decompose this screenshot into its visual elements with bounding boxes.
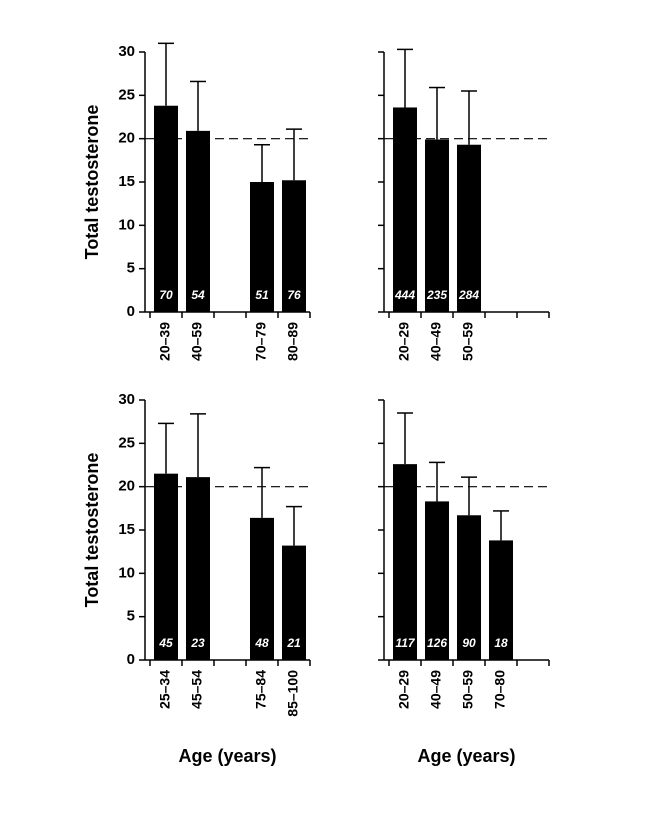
x-tick-label: 40–49 bbox=[428, 670, 444, 709]
x-tick-label: 45–54 bbox=[189, 670, 205, 709]
bar bbox=[425, 501, 449, 660]
y-tick-label: 15 bbox=[118, 173, 135, 190]
x-tick-label: 40–59 bbox=[189, 322, 205, 361]
x-tick-label: 75–84 bbox=[253, 670, 269, 709]
y-axis-label: Total testosterone bbox=[82, 453, 102, 608]
y-tick-label: 20 bbox=[118, 130, 135, 147]
y-tick-label: 10 bbox=[118, 564, 135, 581]
bar bbox=[393, 107, 417, 312]
bar bbox=[154, 473, 178, 660]
x-tick-label: 50–59 bbox=[460, 670, 476, 709]
x-tick-label: 20–39 bbox=[157, 322, 173, 361]
y-tick-label: 0 bbox=[127, 651, 135, 668]
y-axis-label: Total testosterone bbox=[82, 105, 102, 260]
x-tick-label: 70–80 bbox=[492, 670, 508, 709]
bar bbox=[282, 545, 306, 660]
y-tick-label: 20 bbox=[118, 478, 135, 495]
y-tick-label: 30 bbox=[118, 43, 135, 60]
sample-size-label: 51 bbox=[255, 288, 269, 302]
bar bbox=[282, 180, 306, 312]
x-tick-label: 85–100 bbox=[285, 670, 301, 717]
sample-size-label: 117 bbox=[395, 636, 415, 650]
y-tick-label: 5 bbox=[127, 608, 135, 625]
bar bbox=[186, 130, 210, 312]
x-tick-label: 70–79 bbox=[253, 322, 269, 361]
sample-size-label: 284 bbox=[458, 288, 479, 302]
sample-size-label: 70 bbox=[159, 288, 173, 302]
bar bbox=[393, 464, 417, 660]
bar bbox=[154, 105, 178, 312]
x-tick-label: 80–89 bbox=[285, 322, 301, 361]
bar bbox=[425, 139, 449, 312]
sample-size-label: 235 bbox=[426, 288, 447, 302]
y-tick-label: 25 bbox=[118, 434, 135, 451]
sample-size-label: 54 bbox=[191, 288, 205, 302]
y-tick-label: 5 bbox=[127, 260, 135, 277]
x-tick-label: 50–59 bbox=[460, 322, 476, 361]
sample-size-label: 45 bbox=[158, 636, 173, 650]
sample-size-label: 23 bbox=[190, 636, 205, 650]
sample-size-label: 18 bbox=[494, 636, 508, 650]
x-tick-label: 25–34 bbox=[157, 670, 173, 709]
y-tick-label: 15 bbox=[118, 521, 135, 538]
sample-size-label: 76 bbox=[287, 288, 301, 302]
bar bbox=[457, 515, 481, 660]
sample-size-label: 126 bbox=[427, 636, 447, 650]
x-axis-label: Age (years) bbox=[178, 746, 276, 766]
bar bbox=[457, 144, 481, 312]
y-tick-label: 25 bbox=[118, 86, 135, 103]
sample-size-label: 90 bbox=[462, 636, 476, 650]
x-axis-label: Age (years) bbox=[417, 746, 515, 766]
x-tick-label: 20–29 bbox=[396, 322, 412, 361]
y-tick-label: 30 bbox=[118, 391, 135, 408]
sample-size-label: 444 bbox=[394, 288, 415, 302]
bar bbox=[250, 182, 274, 312]
x-tick-label: 40–49 bbox=[428, 322, 444, 361]
sample-size-label: 48 bbox=[254, 636, 269, 650]
y-tick-label: 10 bbox=[118, 216, 135, 233]
bar bbox=[186, 477, 210, 660]
bar bbox=[489, 540, 513, 660]
bar bbox=[250, 517, 274, 660]
x-tick-label: 20–29 bbox=[396, 670, 412, 709]
y-tick-label: 0 bbox=[127, 303, 135, 320]
sample-size-label: 21 bbox=[286, 636, 301, 650]
